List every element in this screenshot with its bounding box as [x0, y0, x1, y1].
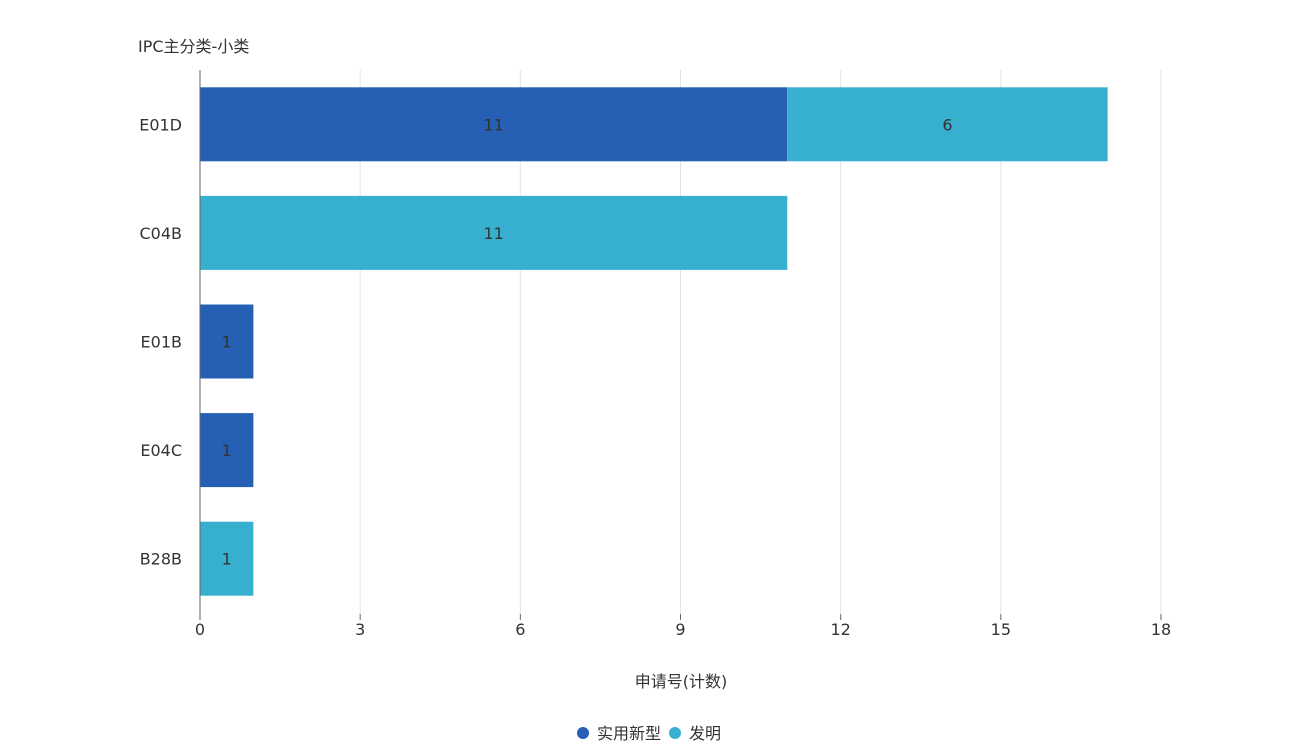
data-labels: 11611111 [222, 115, 953, 568]
legend-item-1[interactable]: 发明 [669, 724, 721, 743]
legend-marker-1 [669, 727, 681, 739]
bars [200, 87, 1108, 595]
x-tick-label-5: 15 [991, 620, 1011, 639]
data-label-E01D-series-0: 11 [483, 115, 503, 134]
y-tick-label-E01B: E01B [141, 333, 182, 352]
x-tick-label-0: 0 [195, 620, 205, 639]
legend-item-0[interactable]: 实用新型 [577, 724, 661, 743]
data-label-E01B-series-0: 1 [222, 333, 232, 352]
data-label-E04C-series-0: 1 [222, 441, 232, 460]
legend-label-1: 发明 [689, 724, 721, 743]
y-tick-label-C04B: C04B [139, 224, 182, 243]
legend[interactable]: 实用新型 发明 [577, 724, 721, 743]
data-label-C04B-series-1: 11 [483, 224, 503, 243]
x-axis-title: 申请号(计数) [635, 672, 728, 691]
x-tick-label-1: 3 [355, 620, 365, 639]
data-label-B28B-series-1: 1 [222, 550, 232, 569]
x-tick-label-6: 18 [1151, 620, 1171, 639]
y-tick-label-B28B: B28B [140, 550, 182, 569]
x-tick-label-4: 12 [830, 620, 850, 639]
x-tick-label-2: 6 [515, 620, 525, 639]
legend-label-0: 实用新型 [597, 724, 661, 743]
data-label-E01D-series-1: 6 [942, 115, 952, 134]
x-tick-label-3: 9 [675, 620, 685, 639]
y-tick-label-E04C: E04C [140, 441, 182, 460]
legend-marker-0 [577, 727, 589, 739]
y-axis-title: IPC主分类-小类 [138, 37, 249, 56]
y-tick-label-E01D: E01D [139, 115, 182, 134]
